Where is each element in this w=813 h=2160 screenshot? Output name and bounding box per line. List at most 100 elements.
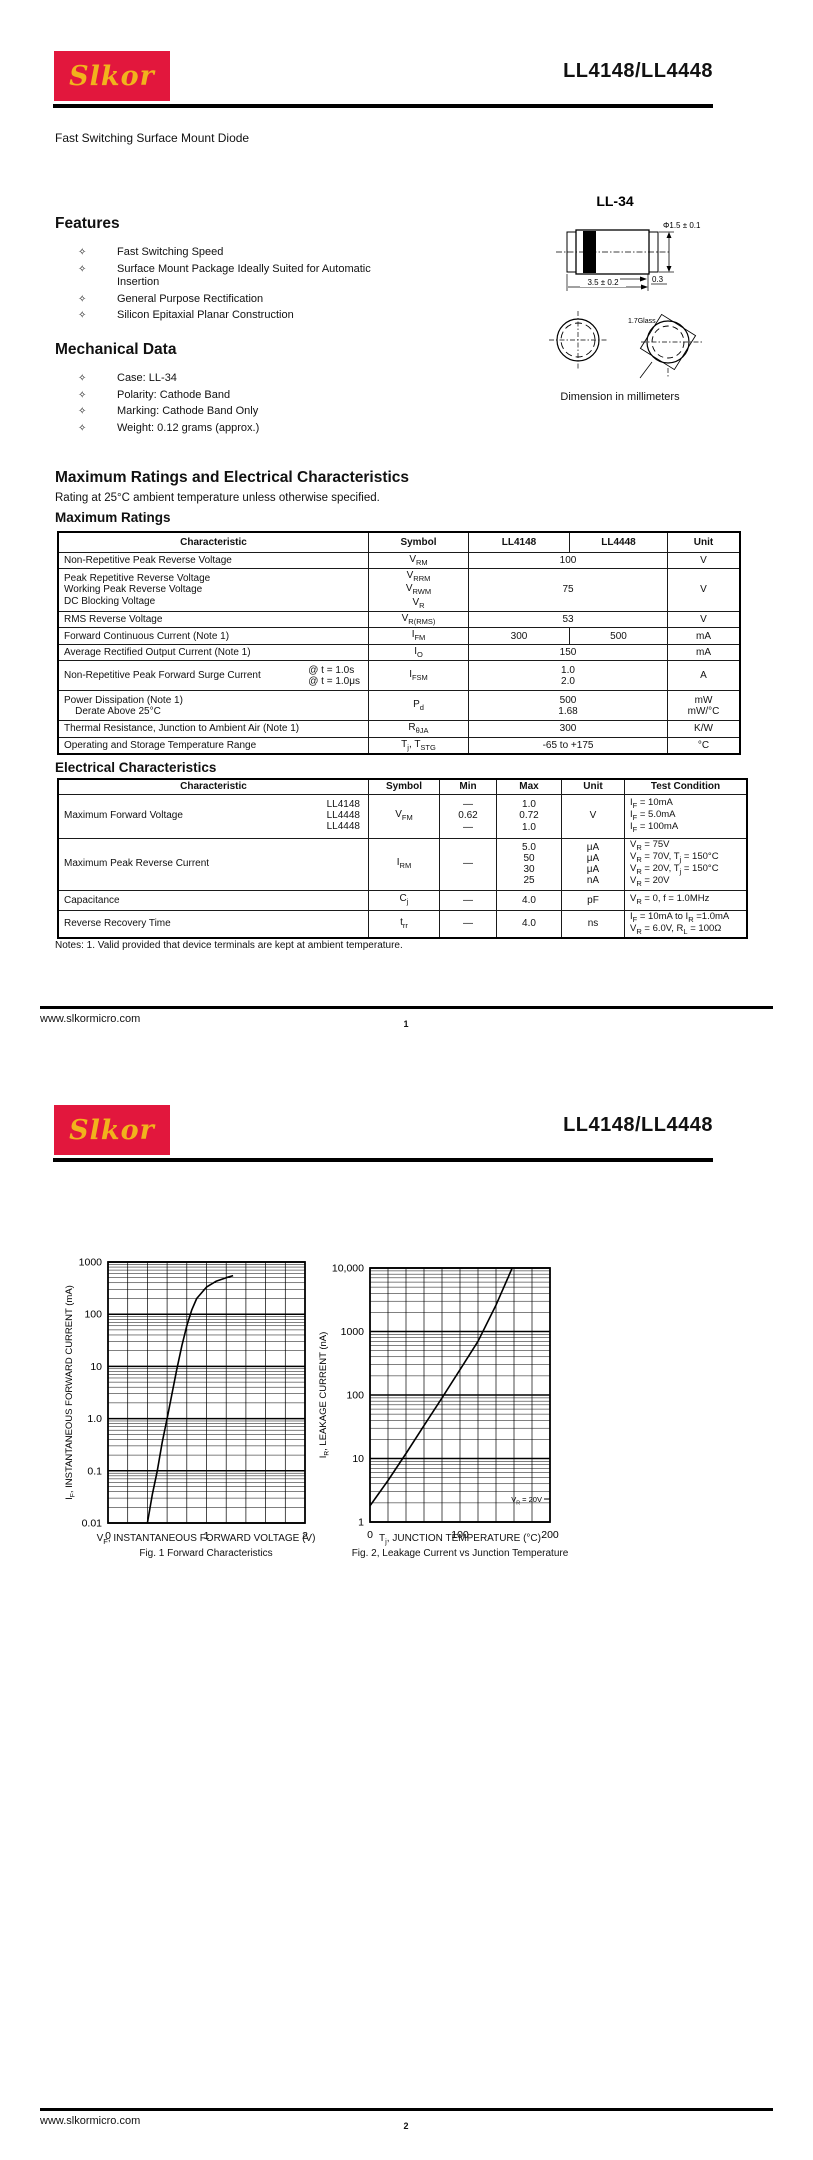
- table-row: Capacitance Cj —4.0 pF VR = 0, f = 1.0MHz: [57, 889, 748, 911]
- lead-line: [639, 361, 653, 379]
- characteristic-cell: Maximum Peak Reverse Current: [57, 837, 369, 891]
- y-tick-label: 10,000: [332, 1263, 364, 1275]
- y-tick-label: 10: [90, 1361, 102, 1373]
- cathode-band: [583, 231, 596, 273]
- characteristic-cell: Average Rectified Output Current (Note 1…: [57, 643, 369, 662]
- unit-cell: mA: [667, 643, 741, 662]
- test-condition-cell: VR = 75V VR = 70V, Tj = 150°C VR = 20V, Tj…: [624, 837, 748, 891]
- min-cell: —: [439, 909, 497, 939]
- value-cell: 300: [468, 720, 668, 738]
- unit-cell: V: [667, 551, 741, 569]
- list-item: ✧ Fast Switching Speed: [78, 246, 378, 260]
- table-header-row: Characteristic Symbol LL4148 LL4448 Unit: [57, 531, 741, 553]
- value-cell: 1.0 2.0: [468, 660, 668, 692]
- list-item: ✧ Polarity: Cathode Band: [78, 389, 378, 403]
- plot-border: [369, 1267, 551, 1523]
- value-cell: 500 1.68: [468, 690, 668, 722]
- characteristic-cell: RMS Reverse Voltage: [57, 611, 369, 629]
- table-row: Non-Repetitive Peak Reverse Voltage VRM 10…: [57, 551, 741, 569]
- table-row: Power Dissipation (Note 1) Derate Above …: [57, 690, 741, 722]
- length-dim-label: 3.5 ± 0.2: [587, 278, 619, 287]
- mechanical-heading: Mechanical Data: [55, 341, 177, 358]
- brand-logo-text: Slkor: [69, 1114, 155, 1146]
- end-view-circle-glass: [646, 320, 690, 364]
- characteristic-text: Maximum Peak Reverse Current: [64, 858, 210, 870]
- glass-dim-label: 1.7Glass: [628, 318, 656, 325]
- table-row: Forward Continuous Current (Note 1) IFM 30…: [57, 627, 741, 645]
- y-tick-label: 10: [352, 1453, 364, 1465]
- table-row: RMS Reverse Voltage VR(RMS) 53 V: [57, 611, 741, 629]
- list-item-label: General Purpose Rectification: [117, 292, 264, 305]
- max-ratings-heading: Maximum Ratings: [55, 510, 171, 525]
- features-list: ✧ Fast Switching Speed ✧ Surface Mount Pack…: [78, 246, 378, 326]
- value-cell: -65 to +175: [468, 736, 668, 755]
- table-row: Thermal Resistance, Junction to Ambient …: [57, 720, 741, 738]
- diamond-bullet-icon: ✧: [78, 293, 87, 305]
- characteristic-text: Non-Repetitive Peak Reverse Voltage: [64, 554, 232, 566]
- column-header: LL4448: [569, 531, 668, 553]
- table-header-row: Characteristic Symbol Min Max Unit Test Condi…: [57, 778, 748, 795]
- table-row: Maximum Forward Voltage LL4148 LL4448 LL444…: [57, 793, 748, 839]
- y-tick-label: 1000: [79, 1257, 103, 1269]
- column-header: Symbol: [368, 531, 469, 553]
- electrical-table: Characteristic Symbol Min Max Unit Test Condi…: [57, 778, 748, 940]
- characteristic-text: Power Dissipation (Note 1) Derate Above …: [64, 694, 183, 717]
- characteristic-cell: Power Dissipation (Note 1) Derate Above …: [57, 690, 369, 722]
- package-caption: Dimension in millimeters: [560, 391, 680, 403]
- unit-cell: mA: [667, 627, 741, 645]
- brand-logo-text: Slkor: [69, 60, 155, 92]
- symbol-cell: IO: [368, 643, 469, 662]
- min-cell: —: [439, 889, 497, 911]
- list-item-label: Polarity: Cathode Band: [117, 388, 231, 401]
- y-tick-label: 1: [358, 1517, 364, 1529]
- header-rule: [53, 104, 713, 108]
- footer-rule: [40, 2108, 773, 2111]
- symbol-cell: Pd: [368, 690, 469, 722]
- dim-arrow: [640, 276, 647, 282]
- footer-url: www.slkormicro.com: [40, 1013, 141, 1025]
- list-item-label: Case: LL-34: [117, 372, 177, 384]
- unit-cell: V: [667, 611, 741, 629]
- max-ratings-table: Characteristic Symbol LL4148 LL4448 Unit Non-…: [57, 531, 741, 756]
- package-name-label: LL-34: [596, 193, 634, 209]
- fig2-leakage-current-chart: 0 100 200 10,000 1000 100 10 1 IR, LEAKAGE CURRE…: [318, 1263, 559, 1542]
- brand-logo: Slkor: [54, 1105, 170, 1155]
- diamond-bullet-icon: ✧: [78, 263, 87, 275]
- table-row: Average Rectified Output Current (Note 1…: [57, 643, 741, 662]
- table-row: Maximum Peak Reverse Current IRM —5.0 50 30 2…: [57, 837, 748, 891]
- symbol-cell: trr: [368, 909, 440, 939]
- end-view-inner-circle: [651, 325, 685, 359]
- characteristic-right-text: @ t = 1.0s @ t = 1.0μs: [308, 664, 360, 687]
- table-row: Peak Repetitive Reverse Voltage Working P…: [57, 567, 741, 613]
- value-cell: 100: [468, 551, 668, 569]
- header-rule: [53, 1158, 713, 1162]
- brand-logo: Slkor: [54, 51, 170, 101]
- list-item: ✧ Surface Mount Package Ideally Suited fo…: [78, 263, 378, 290]
- y-tick-label: 0.1: [87, 1465, 102, 1477]
- unit-cell: V: [667, 567, 741, 613]
- unit-cell: V: [561, 793, 625, 839]
- diamond-bullet-icon: ✧: [78, 422, 87, 434]
- footer-url: www.slkormicro.com: [40, 2115, 141, 2127]
- list-item-label: Marking: Cathode Band Only: [117, 405, 259, 417]
- fig1-caption: Fig. 1 Forward Characteristics: [139, 1548, 273, 1559]
- diameter-dim-label: Φ1.5 ± 0.1: [663, 221, 701, 230]
- unit-cell: μA μA μA nA: [561, 837, 625, 891]
- symbol-cell: VFM: [368, 793, 440, 839]
- x-tick-label: 100: [451, 1529, 469, 1541]
- doc-subtitle: Fast Switching Surface Mount Diode: [55, 131, 250, 145]
- dim-arrow: [641, 284, 648, 290]
- x-tick-label: 0: [105, 1530, 111, 1542]
- value-cell: 150: [468, 643, 668, 662]
- data-curve: [369, 1267, 513, 1507]
- list-item-label: Silicon Epitaxial Planar Construction: [117, 309, 294, 321]
- max-cell: 4.0: [496, 909, 562, 939]
- package-drawing: LL-34 Φ1.5 ± 0.1 3.5 ± 0.2 0.3 1.7Glass: [549, 193, 702, 379]
- glass-body-outline: [639, 313, 697, 371]
- page-number: 2: [403, 2121, 409, 2131]
- symbol-cell: Tj, TSTG: [368, 736, 469, 755]
- chart-annotation: VR = 20V: [511, 1495, 542, 1507]
- column-header: Characteristic: [57, 531, 369, 553]
- max-cell: 5.0 50 30 25: [496, 837, 562, 891]
- dim-label-bg: [580, 277, 626, 287]
